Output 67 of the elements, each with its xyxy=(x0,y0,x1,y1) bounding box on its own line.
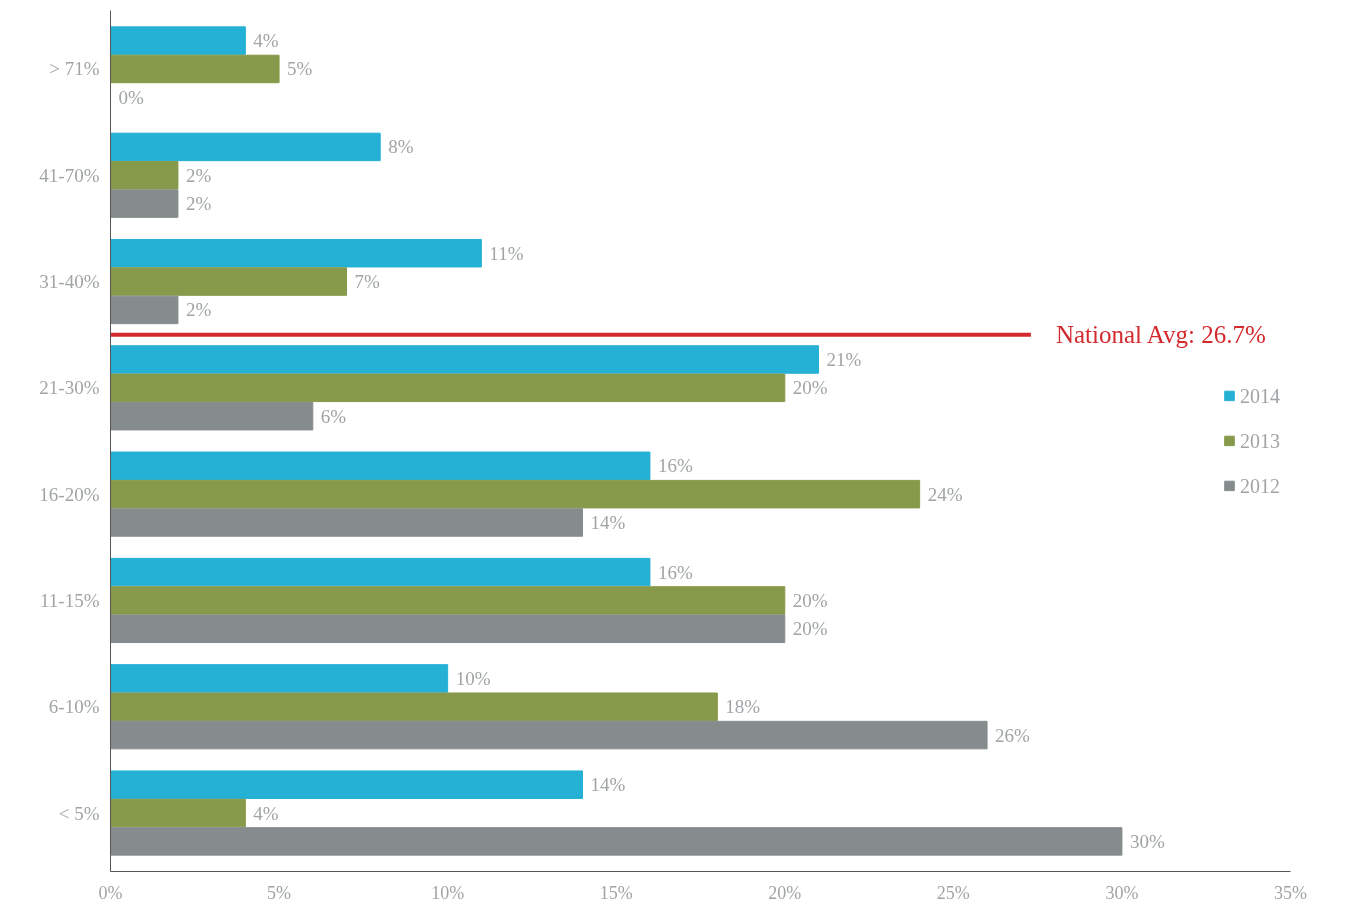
bar xyxy=(110,479,921,509)
bar xyxy=(110,798,246,828)
data-label: 30% xyxy=(1129,830,1165,852)
data-label: 18% xyxy=(725,696,761,718)
bar xyxy=(110,267,347,296)
x-tick-label: 15% xyxy=(599,882,633,903)
data-label: 16% xyxy=(657,455,693,477)
data-label: 4% xyxy=(253,30,279,52)
bar xyxy=(110,54,280,84)
data-label: 21% xyxy=(826,349,862,371)
data-label: 2% xyxy=(185,299,212,321)
data-label: 8% xyxy=(388,136,414,158)
bar xyxy=(110,827,1123,856)
bar xyxy=(110,614,786,644)
bar xyxy=(110,770,583,799)
y-tick-label: 31-40% xyxy=(39,271,100,293)
data-label: 6% xyxy=(320,405,347,427)
bar xyxy=(110,189,179,218)
y-tick-label: 11-15% xyxy=(40,589,100,611)
bar xyxy=(110,451,651,481)
y-tick-label: < 5% xyxy=(58,802,100,824)
bar xyxy=(110,345,819,374)
x-tick-label: 10% xyxy=(431,882,465,903)
data-label: 2% xyxy=(185,193,212,215)
bar xyxy=(110,238,482,268)
bar xyxy=(110,161,179,190)
bar xyxy=(110,508,583,537)
y-tick-label: 16-20% xyxy=(39,483,100,505)
x-tick-label: 5% xyxy=(267,882,292,903)
x-tick-label: 25% xyxy=(936,882,970,903)
bar xyxy=(110,720,988,750)
data-label: 5% xyxy=(287,58,313,80)
y-tick-label: 21-30% xyxy=(39,377,100,399)
data-label: 20% xyxy=(792,618,828,640)
x-tick-label: 20% xyxy=(768,882,802,903)
data-label: 24% xyxy=(927,483,963,505)
data-label: 7% xyxy=(354,271,380,293)
y-tick-label: 6-10% xyxy=(48,696,100,718)
bar xyxy=(110,26,246,55)
bar xyxy=(110,132,381,162)
bar xyxy=(110,586,786,615)
legend-label: 2014 xyxy=(1240,384,1280,407)
data-label: 10% xyxy=(455,667,491,689)
data-label: 4% xyxy=(253,802,279,824)
data-label: 14% xyxy=(590,511,626,533)
data-label: 14% xyxy=(590,774,626,796)
data-label: 20% xyxy=(792,589,828,611)
data-label: 11% xyxy=(489,242,524,264)
legend-label: 2013 xyxy=(1240,429,1280,452)
bar xyxy=(110,401,314,431)
y-tick-label: 41-70% xyxy=(39,164,100,186)
bar xyxy=(110,692,718,721)
bar xyxy=(110,373,786,403)
bar xyxy=(110,557,651,587)
x-tick-label: 0% xyxy=(98,882,123,903)
bar xyxy=(110,664,449,693)
legend-label: 2012 xyxy=(1240,474,1280,497)
bar xyxy=(110,295,179,325)
annotation: National Avg: 26.7% xyxy=(1055,321,1266,349)
y-tick-label: > 71% xyxy=(49,58,100,80)
x-tick-label: 30% xyxy=(1105,882,1139,903)
x-tick-label: 35% xyxy=(1274,882,1307,903)
data-label: 20% xyxy=(792,377,828,399)
data-label: 26% xyxy=(995,724,1031,746)
data-label: 0% xyxy=(118,86,144,108)
data-label: 16% xyxy=(657,561,693,583)
data-label: 2% xyxy=(185,164,212,186)
